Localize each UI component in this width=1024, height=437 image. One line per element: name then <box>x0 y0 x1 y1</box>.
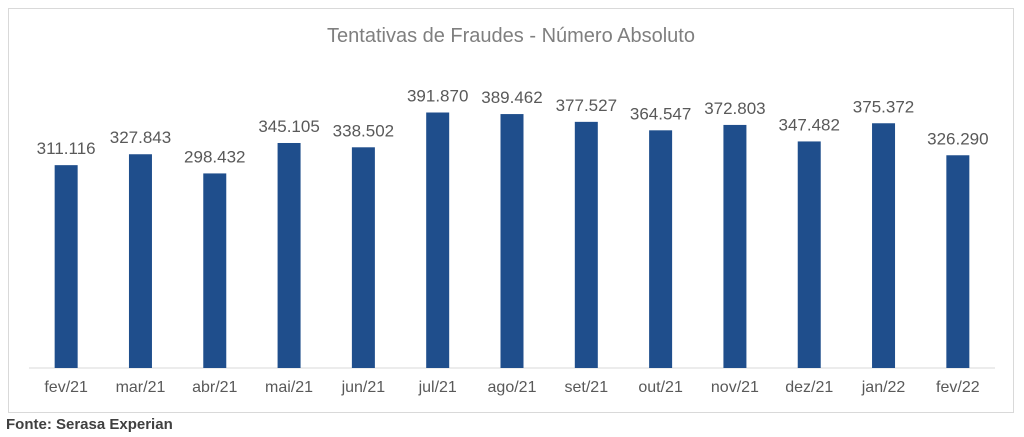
bar-fev-21 <box>54 165 78 368</box>
bar-abr-21 <box>203 173 227 368</box>
bar-dez-21 <box>797 141 821 368</box>
data-label: 391.870 <box>407 87 468 106</box>
x-tick-label: set/21 <box>565 379 609 396</box>
x-tick-label: mar/21 <box>116 379 166 396</box>
x-tick-label: out/21 <box>638 379 683 396</box>
x-tick-label: abr/21 <box>192 379 237 396</box>
data-label: 298.432 <box>184 147 245 166</box>
data-label: 326.290 <box>927 129 988 148</box>
bar-jan-22 <box>872 123 896 369</box>
bar-set-21 <box>574 121 598 369</box>
chart-frame: Tentativas de Fraudes - Número Absoluto … <box>8 8 1014 413</box>
x-tick-label: mai/21 <box>265 379 313 396</box>
data-label: 372.803 <box>704 99 765 118</box>
x-tick-label: jul/21 <box>418 379 457 396</box>
x-tick-label: ago/21 <box>488 379 537 396</box>
data-label: 375.372 <box>853 97 914 116</box>
x-tick-label: fev/22 <box>936 379 980 396</box>
bar-jun-21 <box>351 147 375 368</box>
x-tick-label: jun/21 <box>341 379 386 396</box>
x-tick-label: fev/21 <box>44 379 88 396</box>
bar-out-21 <box>649 130 673 368</box>
data-label: 389.462 <box>481 88 542 107</box>
data-label: 338.502 <box>333 121 394 140</box>
bar-jul-21 <box>426 112 450 368</box>
source-note: Fonte: Serasa Experian <box>6 416 173 433</box>
bar-mar-21 <box>128 154 152 368</box>
data-label: 347.482 <box>779 115 840 134</box>
bar-chart-plot: 311.116 fev/21 327.843 mar/21 298.432 abr/21 3… <box>29 87 995 396</box>
data-label: 345.105 <box>258 117 319 136</box>
data-label: 327.843 <box>110 128 171 147</box>
chart-title: Tentativas de Fraudes - Número Absoluto <box>327 25 695 47</box>
bar-ago-21 <box>500 114 524 369</box>
data-label: 364.547 <box>630 104 691 123</box>
x-tick-label: dez/21 <box>785 379 833 396</box>
bar-nov-21 <box>723 124 747 369</box>
data-label: 377.527 <box>556 96 617 115</box>
x-tick-label: nov/21 <box>711 379 759 396</box>
x-tick-label: jan/22 <box>861 379 906 396</box>
data-label: 311.116 <box>37 139 96 158</box>
bar-fev-22 <box>946 155 970 368</box>
bar-mai-21 <box>277 142 301 368</box>
